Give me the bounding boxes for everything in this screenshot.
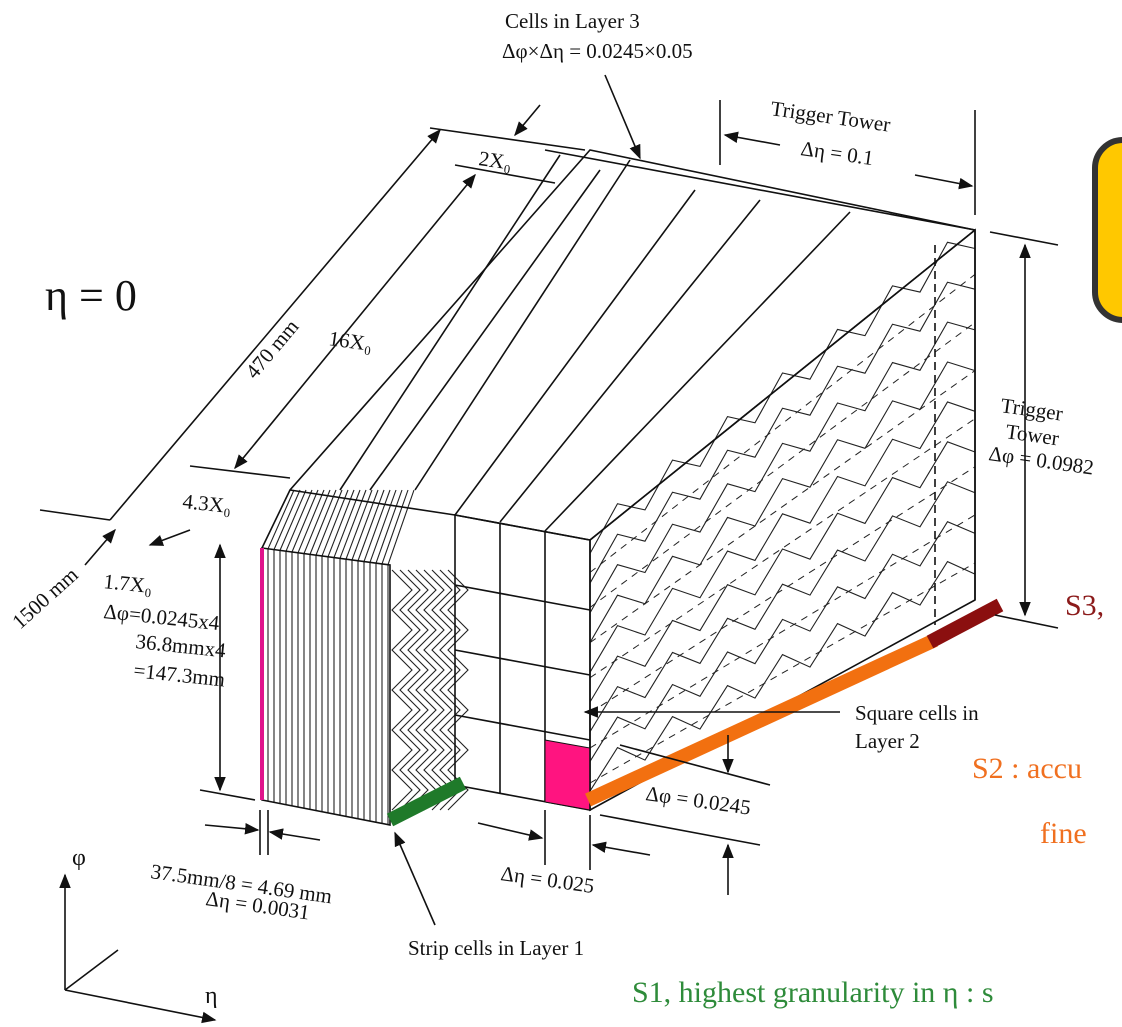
label: Δφ = 0.0245 [644,781,752,819]
dashed [590,467,975,713]
dim-line [430,128,585,150]
dim-arrow [725,135,780,145]
accordion [424,570,444,810]
accordion [416,570,436,810]
dim-line [190,466,290,478]
dim-arrow [478,823,542,838]
strip-top [280,490,306,550]
diagram: Cells in Layer 3 Δφ×Δη = 0.0245×0.05 Tri… [0,0,1122,1027]
dim-arrow [85,530,115,565]
label: =147.3mm [132,658,226,691]
accordion [448,570,468,810]
note: S1, highest granularity in η : s [632,976,994,1009]
label: 470 mm [240,315,303,384]
dim-line [600,815,760,845]
dim-line [995,615,1058,628]
dim-arrow [205,825,258,830]
axis-label: φ [72,845,86,871]
label: 2X₀ [477,146,513,174]
cell-line [455,650,590,675]
note: S3, [1065,589,1104,622]
cell-line [455,585,590,610]
dashed [590,371,975,643]
square-cell [545,740,590,810]
accordion [590,282,975,583]
strip-face [262,548,390,825]
dim-arrow [605,75,640,158]
dim-arrow [515,105,540,135]
accordion [432,570,452,810]
edge [500,200,760,522]
note: fine [1040,817,1087,850]
label: Trigger Tower [769,96,892,137]
eta-axis [65,990,215,1020]
label: 1500 mm [7,562,82,633]
label: Δφ=0.0245x4 [102,599,221,635]
dim-line [200,790,255,800]
dim-line [40,510,110,520]
dim-arrow [593,845,650,855]
accordion [440,570,460,810]
label: Δη = 0.1 [799,136,875,170]
note: S2 : accu [972,752,1082,785]
label: Cells in Layer 3 [505,9,640,33]
labels: Cells in Layer 3 Δφ×Δη = 0.0245×0.05 Tri… [7,9,1104,1009]
label: Square cells in [855,701,979,725]
label: 4.3X₀ [181,489,232,518]
dim-line [990,232,1058,245]
dim-arrow [150,530,190,545]
dashed [590,419,975,678]
accordion [590,442,975,702]
label: Strip cells in Layer 1 [408,936,584,960]
s3-bar [930,605,1000,642]
r-axis [65,950,118,990]
callout-box [1095,140,1122,320]
accordion [400,570,420,810]
accordion [408,570,428,810]
label: 1.7X₀ [102,569,153,598]
label: 16X₀ [327,326,373,356]
dim-arrow [395,833,435,925]
strip-top [274,490,300,550]
dim-arrow [915,175,972,186]
cell-line [455,715,590,740]
dim-arrow [270,832,320,840]
label: Layer 2 [855,729,920,753]
strip-top [268,490,294,549]
label: Δη = 0.025 [499,861,596,898]
accordion [590,482,975,732]
edge [545,212,850,531]
axis-label: η [205,983,218,1009]
label: η = 0 [45,271,137,320]
accordion [392,570,412,810]
edge [455,190,695,515]
label: Δφ×Δη = 0.0245×0.05 [502,39,693,63]
page: {"diagram": { "layer3_title": "Cells in … [0,0,1122,1027]
accordion [590,362,975,643]
